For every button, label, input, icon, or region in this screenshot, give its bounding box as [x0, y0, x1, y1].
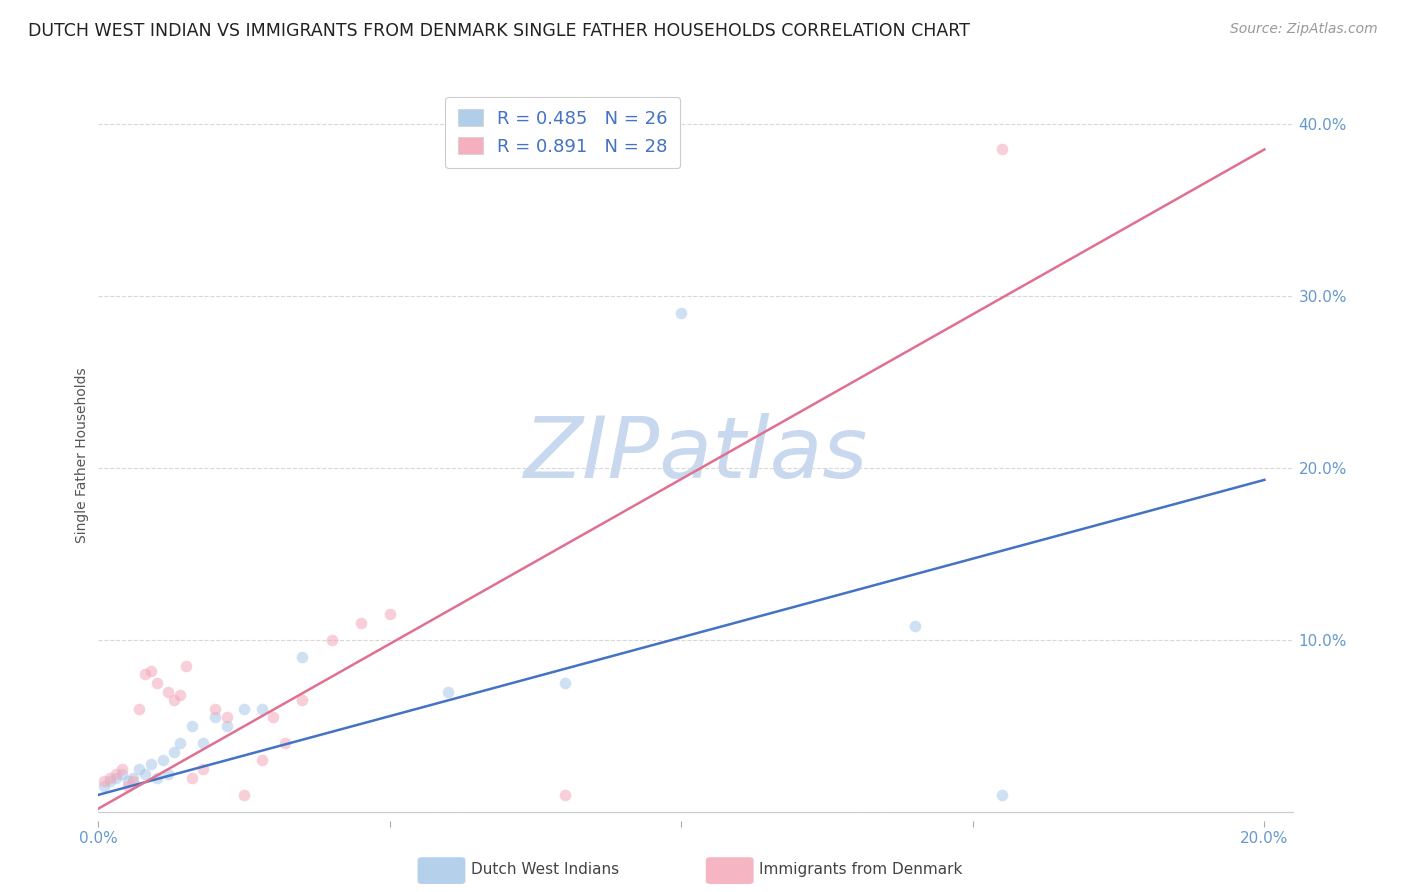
Point	[215, 719, 238, 733]
Point	[128, 762, 150, 776]
Point	[157, 767, 180, 781]
Point	[163, 693, 186, 707]
Point	[262, 710, 284, 724]
Point	[321, 632, 343, 647]
Point	[111, 762, 134, 776]
Point	[350, 615, 373, 630]
Point	[991, 788, 1014, 802]
Point	[233, 788, 256, 802]
Text: DUTCH WEST INDIAN VS IMMIGRANTS FROM DENMARK SINGLE FATHER HOUSEHOLDS CORRELATIO: DUTCH WEST INDIAN VS IMMIGRANTS FROM DEN…	[28, 22, 970, 40]
Point	[274, 736, 297, 750]
Text: Source: ZipAtlas.com: Source: ZipAtlas.com	[1230, 22, 1378, 37]
Text: ZIPatlas: ZIPatlas	[524, 413, 868, 497]
Text: Dutch West Indians: Dutch West Indians	[471, 863, 619, 877]
Point	[180, 719, 202, 733]
Point	[291, 693, 314, 707]
Point	[169, 688, 191, 702]
Point	[193, 736, 215, 750]
Point	[163, 745, 186, 759]
Point	[233, 702, 256, 716]
Point	[134, 667, 156, 681]
Point	[250, 702, 273, 716]
Point	[903, 619, 925, 633]
Point	[215, 710, 238, 724]
Point	[291, 650, 314, 665]
Point	[378, 607, 401, 621]
Point	[93, 774, 115, 789]
Point	[250, 753, 273, 767]
Legend: R = 0.485   N = 26, R = 0.891   N = 28: R = 0.485 N = 26, R = 0.891 N = 28	[444, 96, 681, 169]
Point	[145, 771, 167, 785]
Point	[180, 771, 202, 785]
Point	[111, 767, 134, 781]
Point	[554, 676, 576, 690]
Point	[93, 779, 115, 793]
Point	[98, 771, 121, 785]
Point	[169, 736, 191, 750]
Point	[128, 702, 150, 716]
Point	[117, 779, 139, 793]
Point	[204, 710, 226, 724]
Point	[437, 684, 460, 698]
Point	[98, 774, 121, 789]
Text: Immigrants from Denmark: Immigrants from Denmark	[759, 863, 963, 877]
Point	[139, 756, 162, 771]
Point	[104, 767, 127, 781]
Point	[174, 658, 197, 673]
Point	[145, 676, 167, 690]
Point	[122, 774, 145, 789]
Point	[152, 753, 174, 767]
Point	[193, 762, 215, 776]
Point	[122, 771, 145, 785]
Point	[204, 702, 226, 716]
Point	[991, 143, 1014, 157]
Point	[671, 306, 693, 320]
Point	[104, 771, 127, 785]
Point	[139, 664, 162, 678]
Point	[117, 774, 139, 789]
Point	[554, 788, 576, 802]
Point	[134, 767, 156, 781]
Y-axis label: Single Father Households: Single Father Households	[76, 368, 90, 542]
Point	[157, 684, 180, 698]
